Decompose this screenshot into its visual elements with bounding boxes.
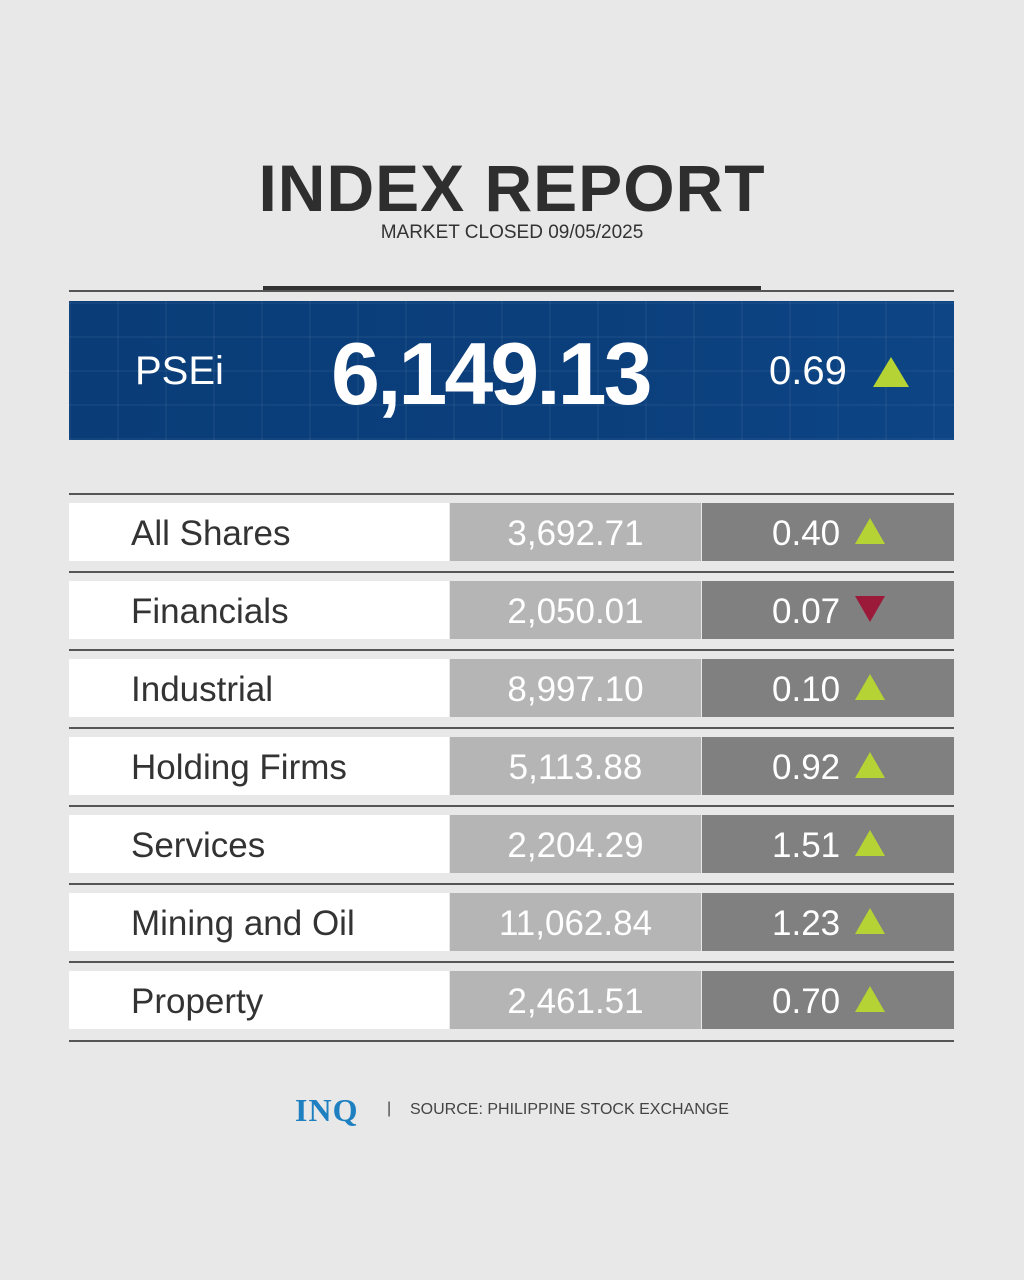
up-arrow-icon xyxy=(855,752,885,778)
index-name: Services xyxy=(69,815,449,873)
index-change-cell: 1.23 xyxy=(702,893,954,951)
index-name: Financials xyxy=(69,581,449,639)
index-change-cell: 0.07 xyxy=(702,581,954,639)
index-change-cell: 0.10 xyxy=(702,659,954,717)
down-arrow-icon xyxy=(855,596,885,622)
row-divider xyxy=(69,1040,954,1042)
psei-label: PSEi xyxy=(135,349,224,393)
index-change-cell: 0.40 xyxy=(702,503,954,561)
index-change: 1.23 xyxy=(772,904,841,943)
index-change: 0.07 xyxy=(772,592,841,631)
separator: | xyxy=(387,1100,392,1117)
row-divider xyxy=(69,883,954,885)
table-row: Holding Firms 5,113.88 0.92 xyxy=(69,737,954,795)
up-arrow-icon xyxy=(873,357,909,387)
index-name: Property xyxy=(69,971,449,1029)
up-arrow-icon xyxy=(855,674,885,700)
up-arrow-icon xyxy=(855,908,885,934)
index-value: 3,692.71 xyxy=(450,503,701,561)
table-row: Services 2,204.29 1.51 xyxy=(69,815,954,873)
index-value: 11,062.84 xyxy=(450,893,701,951)
divider xyxy=(69,290,954,292)
table-row: Financials 2,050.01 0.07 xyxy=(69,581,954,639)
up-arrow-icon xyxy=(855,830,885,856)
footer: INQ | SOURCE: PHILIPPINE STOCK EXCHANGE xyxy=(0,1092,1024,1132)
table-row: Property 2,461.51 0.70 xyxy=(69,971,954,1029)
psei-change: 0.69 xyxy=(769,349,847,393)
row-divider xyxy=(69,571,954,573)
index-name: Industrial xyxy=(69,659,449,717)
index-value: 2,204.29 xyxy=(450,815,701,873)
up-arrow-icon xyxy=(855,986,885,1012)
index-change: 0.40 xyxy=(772,514,841,553)
index-change: 0.92 xyxy=(772,748,841,787)
index-value: 8,997.10 xyxy=(450,659,701,717)
inq-logo: INQ xyxy=(295,1092,359,1128)
index-change: 0.70 xyxy=(772,982,841,1021)
row-divider xyxy=(69,805,954,807)
table-row: All Shares 3,692.71 0.40 xyxy=(69,503,954,561)
index-value: 2,050.01 xyxy=(450,581,701,639)
index-change-cell: 0.92 xyxy=(702,737,954,795)
page-title: INDEX REPORT xyxy=(258,151,766,225)
market-closed-date: MARKET CLOSED 09/05/2025 xyxy=(380,222,644,243)
row-divider xyxy=(69,727,954,729)
psei-value: 6,149.13 xyxy=(331,324,653,423)
row-divider xyxy=(69,649,954,651)
index-name: Mining and Oil xyxy=(69,893,449,951)
psei-banner: PSEi 6,149.13 0.69 xyxy=(69,301,954,440)
table-row: Industrial 8,997.10 0.10 xyxy=(69,659,954,717)
index-name: Holding Firms xyxy=(69,737,449,795)
up-arrow-icon xyxy=(855,518,885,544)
index-value: 2,461.51 xyxy=(450,971,701,1029)
index-change-cell: 0.70 xyxy=(702,971,954,1029)
index-change: 1.51 xyxy=(772,826,841,865)
index-change-cell: 1.51 xyxy=(702,815,954,873)
row-divider xyxy=(69,961,954,963)
source-text: SOURCE: PHILIPPINE STOCK EXCHANGE xyxy=(410,1101,729,1118)
title-underline xyxy=(263,286,761,291)
index-value: 5,113.88 xyxy=(450,737,701,795)
index-name: All Shares xyxy=(69,503,449,561)
table-row: Mining and Oil 11,062.84 1.23 xyxy=(69,893,954,951)
index-change: 0.10 xyxy=(772,670,841,709)
row-divider xyxy=(69,493,954,495)
